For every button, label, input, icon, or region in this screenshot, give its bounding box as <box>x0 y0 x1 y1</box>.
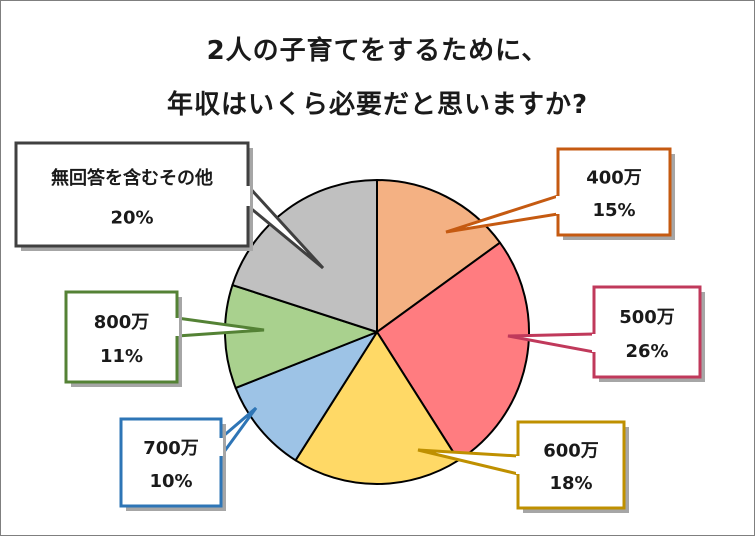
callout-box-2 <box>516 420 626 510</box>
callout-3: 700万 10% <box>119 406 258 511</box>
slice-label-0: 400万 <box>586 167 642 188</box>
slice-label-3: 700万 <box>143 438 199 459</box>
slice-label-5: 無回答を含むその他 <box>51 167 213 189</box>
slice-label-4: 800万 <box>94 312 150 333</box>
slice-value-label-4: 11% <box>100 346 143 367</box>
slice-value-label-1: 26% <box>625 341 668 362</box>
callout-pointer-3 <box>219 406 258 461</box>
pie-slice-3 <box>234 331 378 462</box>
pie-slice-0 <box>376 179 501 333</box>
pie-slice-2 <box>294 331 460 485</box>
pie-slice-1 <box>376 241 530 462</box>
callout-box-1 <box>592 285 702 379</box>
slice-label-2: 600万 <box>543 440 599 461</box>
slice-value-label-5: 20% <box>110 207 153 228</box>
callout-box-3 <box>119 417 223 508</box>
callout-box-5 <box>14 141 250 248</box>
callout-0: 400万 15% <box>445 147 675 240</box>
pie-slice-4 <box>224 284 378 389</box>
slice-value-label-0: 15% <box>592 200 635 221</box>
pie-slice-5 <box>231 179 378 333</box>
chart-title-line-1: 2人の子育てをするために、 <box>206 36 549 66</box>
callout-1: 500万 26% <box>507 285 705 382</box>
callout-4: 800万 11% <box>64 290 265 387</box>
chart-title-line-2: 年収はいくら必要だと思いますか? <box>166 90 589 120</box>
slice-value-label-3: 10% <box>149 471 192 492</box>
slice-label-1: 500万 <box>619 307 675 328</box>
callout-5: 無回答を含むその他 20% <box>14 141 325 270</box>
callout-2: 600万 18% <box>417 420 629 513</box>
callout-box-0 <box>556 147 672 237</box>
callout-box-4 <box>64 290 179 384</box>
slice-value-label-2: 18% <box>549 473 592 494</box>
